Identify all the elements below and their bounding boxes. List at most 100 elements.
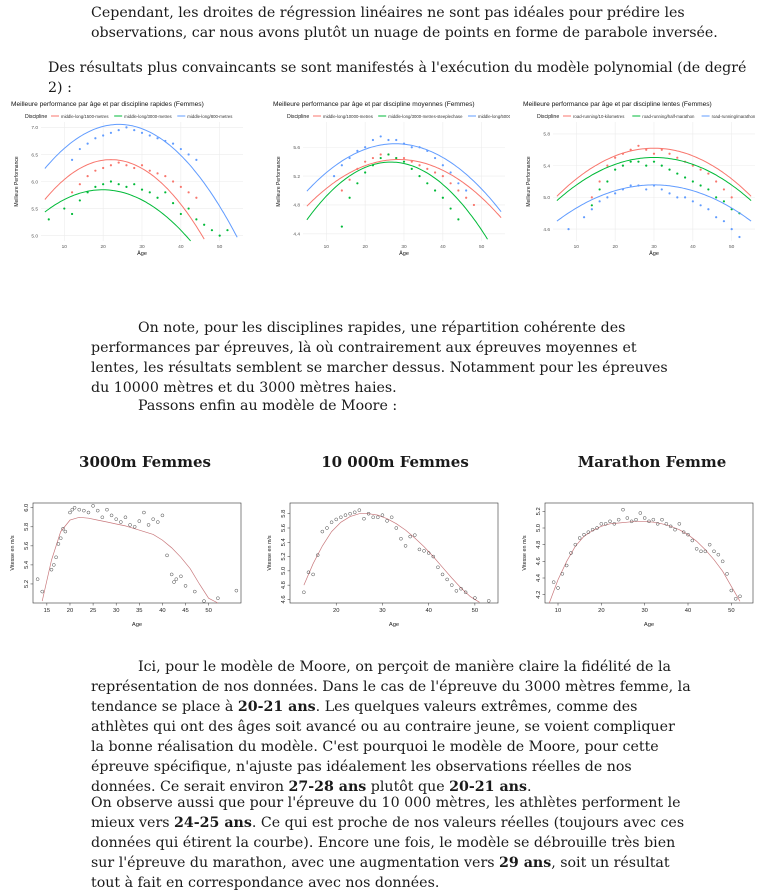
x-tick-1: 20 bbox=[67, 608, 73, 614]
data-point-17 bbox=[625, 516, 630, 520]
legend-label-2: middle-long/5000-metres bbox=[478, 114, 510, 119]
data-point-5 bbox=[325, 526, 329, 530]
data-point-28 bbox=[151, 517, 155, 521]
data-point-28 bbox=[431, 554, 436, 559]
data-point-16 bbox=[95, 508, 100, 513]
data-point-0 bbox=[35, 577, 40, 581]
point-s2-2 bbox=[590, 208, 593, 211]
point-s1-3 bbox=[364, 171, 367, 174]
data-point-31 bbox=[165, 553, 169, 558]
y-tick-4: 5.4 bbox=[281, 537, 287, 546]
data-point-0 bbox=[302, 590, 306, 595]
data-point-19 bbox=[109, 513, 114, 518]
data-point-34 bbox=[699, 549, 703, 554]
data-point-37 bbox=[487, 599, 491, 603]
point-s0-17 bbox=[722, 188, 726, 191]
point-s2-5 bbox=[109, 131, 113, 134]
point-s0-9 bbox=[410, 160, 413, 163]
data-point-8 bbox=[63, 529, 68, 534]
y-tick-4: 7.0 bbox=[31, 125, 38, 131]
data-point-6 bbox=[577, 536, 582, 540]
x-tick-0: 10 bbox=[324, 244, 330, 250]
point-s1-2 bbox=[606, 180, 609, 183]
point-s0-13 bbox=[441, 174, 444, 178]
data-point-17 bbox=[380, 513, 385, 517]
y-tick-2: 4.6 bbox=[536, 557, 542, 565]
y-tick-3: 5.6 bbox=[293, 145, 300, 151]
x-tick-1: 20 bbox=[362, 244, 368, 250]
point-s2-17 bbox=[707, 208, 710, 211]
point-s0-14 bbox=[699, 168, 702, 171]
legend-title: Discipline bbox=[287, 114, 309, 120]
point-s2-19 bbox=[722, 220, 726, 223]
data-point-42 bbox=[733, 597, 738, 601]
data-point-7 bbox=[334, 517, 338, 522]
p6-bold-2: 29 ans bbox=[499, 855, 552, 871]
point-s0-15 bbox=[187, 191, 190, 194]
point-s0-7 bbox=[125, 164, 128, 167]
point-s1-9 bbox=[125, 185, 128, 189]
point-s1-1 bbox=[63, 207, 66, 210]
data-point-27 bbox=[426, 551, 431, 555]
chart-title: Meilleure performance par âge et par dis… bbox=[523, 101, 712, 108]
data-point-0 bbox=[551, 580, 556, 584]
point-s1-8 bbox=[402, 160, 406, 163]
point-s0-9 bbox=[140, 164, 144, 167]
x-tick-4: 50 bbox=[479, 244, 485, 250]
chart-moore-marathon-svg: 10 20 30 40 50 4.2 4.4 4.6 4.8 5.0 5.2 Age Vitesse e… bbox=[522, 502, 754, 628]
point-s2-6 bbox=[379, 135, 382, 138]
data-point-7 bbox=[582, 532, 586, 537]
x-tick-2: 30 bbox=[651, 244, 657, 250]
point-s0-14 bbox=[179, 185, 182, 189]
data-point-35 bbox=[703, 549, 708, 554]
data-point-33 bbox=[172, 580, 176, 584]
polynomial-intro-paragraph: Des résultats plus convaincants se sont … bbox=[48, 60, 747, 96]
y-axis-label: Meilleure Performance bbox=[14, 156, 20, 207]
heading-3000m: 3000m Femmes bbox=[79, 453, 211, 471]
data-point-36 bbox=[183, 584, 188, 588]
point-s1-14 bbox=[164, 191, 167, 194]
x-tick-2: 25 bbox=[90, 608, 96, 614]
x-tick-0: 10 bbox=[555, 608, 561, 614]
point-s2-4 bbox=[102, 134, 105, 137]
point-s1-8 bbox=[117, 183, 120, 186]
data-point-20 bbox=[638, 511, 643, 515]
data-point-20 bbox=[394, 526, 399, 530]
x-tick-5: 40 bbox=[159, 608, 165, 614]
data-point-35 bbox=[179, 574, 183, 579]
point-s0-13 bbox=[171, 180, 175, 183]
point-s1-9 bbox=[410, 167, 413, 170]
point-s1-10 bbox=[418, 174, 421, 178]
point-s2-5 bbox=[614, 192, 617, 195]
fit-curve-2 bbox=[306, 143, 502, 213]
point-s2-9 bbox=[140, 131, 144, 134]
data-point-36 bbox=[473, 596, 477, 600]
observation-paragraph: On note, pour les disciplines rapides, u… bbox=[91, 320, 668, 396]
data-point-25 bbox=[660, 517, 664, 522]
legend-label-1: road-running/half-marathon bbox=[642, 114, 695, 119]
legend-label-0: middle-long/1500-metres bbox=[61, 114, 109, 119]
point-s2-7 bbox=[387, 138, 390, 142]
point-s2-3 bbox=[356, 149, 359, 152]
y-tick-2: 5.6 bbox=[24, 542, 30, 550]
data-point-15 bbox=[91, 504, 95, 508]
p5-text-3: plutôt que bbox=[366, 779, 450, 795]
data-point-24 bbox=[132, 525, 137, 529]
x-tick-1: 30 bbox=[379, 608, 385, 614]
point-s2-3 bbox=[598, 200, 601, 203]
data-point-3 bbox=[52, 563, 56, 567]
point-s0-16 bbox=[195, 196, 198, 199]
point-s0-18 bbox=[730, 196, 733, 199]
data-point-24 bbox=[655, 522, 660, 526]
point-s0-8 bbox=[652, 152, 656, 155]
data-point-36 bbox=[707, 542, 712, 547]
point-s2-13 bbox=[676, 196, 679, 199]
point-s2-11 bbox=[660, 188, 663, 191]
y-tick-0: 5.2 bbox=[24, 580, 30, 588]
point-s1-6 bbox=[387, 153, 390, 156]
point-s2-6 bbox=[117, 129, 120, 132]
chart-lentes: Meilleure performance par âge et par dis… bbox=[515, 96, 760, 261]
data-point-37 bbox=[193, 589, 197, 594]
data-point-3 bbox=[564, 563, 569, 568]
point-s1-10 bbox=[668, 168, 671, 171]
